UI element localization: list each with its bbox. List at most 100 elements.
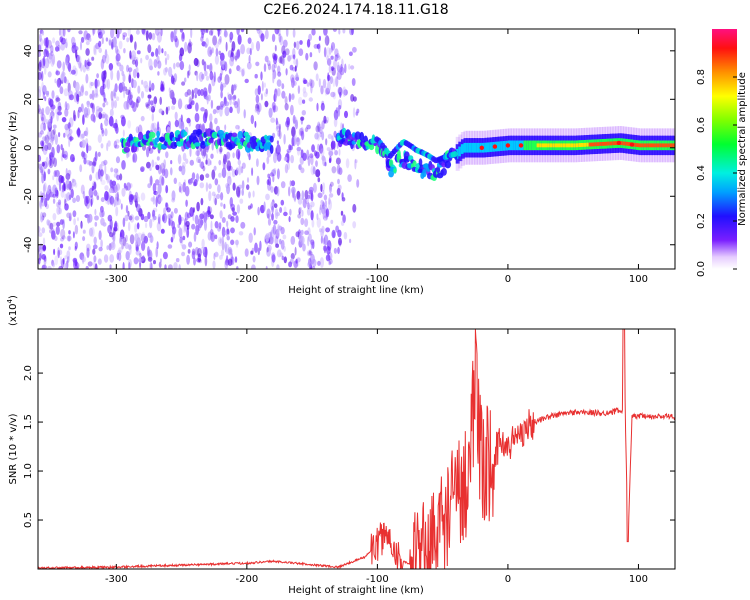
noise-speck (257, 206, 260, 216)
noise-speck (67, 29, 71, 33)
noise-speck (94, 151, 98, 162)
noise-speck (125, 205, 129, 214)
noise-speck (107, 140, 111, 147)
noise-speck (298, 127, 304, 137)
noise-speck (38, 225, 41, 233)
noise-speck (307, 261, 312, 268)
noise-speck (307, 155, 311, 167)
noise-speck (209, 214, 214, 220)
noise-speck (85, 265, 89, 269)
noise-speck (121, 187, 126, 197)
noise-speck (128, 221, 131, 232)
noise-speck (158, 261, 162, 269)
noise-speck (263, 201, 266, 212)
noise-speck (134, 59, 139, 68)
noise-speck (275, 212, 280, 217)
noise-speck (292, 136, 296, 147)
signal-core (534, 140, 538, 151)
signal-blob (237, 145, 243, 150)
noise-speck (48, 220, 51, 230)
noise-speck (316, 102, 319, 112)
noise-speck (241, 69, 245, 77)
noise-speck (315, 125, 320, 133)
noise-speck (165, 185, 169, 194)
noise-speck (356, 179, 360, 188)
noise-speck (164, 51, 167, 56)
noise-speck (90, 81, 94, 87)
noise-speck (328, 199, 332, 211)
noise-speck (115, 53, 121, 62)
noise-speck (65, 38, 68, 49)
signal-core (513, 140, 518, 151)
noise-speck (329, 76, 334, 85)
noise-speck (238, 231, 244, 236)
signal-core (474, 142, 478, 153)
noise-speck (315, 169, 321, 178)
noise-speck (41, 161, 45, 167)
noise-speck (330, 55, 334, 60)
noise-speck (132, 68, 137, 79)
noise-speck (52, 198, 56, 204)
noise-speck (296, 190, 301, 200)
noise-speck (197, 159, 201, 163)
signal-peak (554, 143, 559, 148)
noise-speck (66, 183, 71, 189)
noise-speck (234, 256, 238, 263)
noise-speck (146, 161, 151, 169)
noise-speck (102, 76, 105, 88)
noise-speck (329, 156, 332, 162)
noise-speck (93, 244, 98, 250)
noise-speck (73, 110, 76, 121)
noise-speck (116, 49, 120, 56)
noise-speck (335, 76, 339, 87)
noise-speck (150, 262, 153, 269)
noise-speck (59, 219, 64, 225)
noise-speck (170, 160, 173, 165)
noise-speck (71, 36, 76, 46)
signal-blob (237, 131, 244, 140)
noise-speck (65, 56, 69, 66)
noise-speck (59, 243, 64, 249)
noise-speck (278, 56, 283, 64)
noise-speck (122, 129, 125, 137)
noise-speck (309, 52, 313, 58)
noise-speck (191, 100, 195, 106)
noise-speck (72, 197, 76, 204)
noise-speck (229, 95, 232, 106)
noise-speck (110, 241, 116, 251)
noise-speck (78, 106, 82, 113)
noise-speck (152, 209, 156, 218)
noise-speck (116, 96, 120, 101)
noise-speck (316, 217, 321, 228)
noise-speck (220, 67, 224, 76)
noise-speck (354, 158, 357, 170)
noise-speck (139, 252, 142, 259)
noise-speck (226, 220, 229, 228)
noise-speck (129, 214, 135, 223)
noise-speck (341, 192, 344, 200)
noise-speck (141, 241, 146, 252)
noise-speck (75, 195, 81, 202)
noise-speck (271, 226, 275, 234)
snr-frame (37, 328, 676, 570)
noise-speck (311, 258, 317, 267)
noise-speck (129, 50, 132, 59)
noise-speck (132, 101, 137, 113)
noise-speck (54, 78, 57, 84)
noise-speck (136, 222, 140, 230)
noise-speck (262, 162, 266, 171)
noise-speck (79, 85, 84, 97)
noise-speck (165, 106, 169, 115)
noise-speck (128, 74, 132, 84)
snr-plot: -300 -200 -100 0 100 0.5 1.0 1.5 2.0 Height of … (6, 295, 676, 596)
noise-speck (56, 144, 61, 154)
noise-speck (110, 167, 114, 173)
noise-speck (257, 102, 262, 113)
noise-speck (126, 37, 130, 43)
signal-blob (452, 151, 458, 157)
noise-speck (90, 195, 94, 206)
noise-speck (306, 250, 312, 257)
noise-speck (234, 239, 239, 246)
noise-speck (327, 133, 333, 139)
